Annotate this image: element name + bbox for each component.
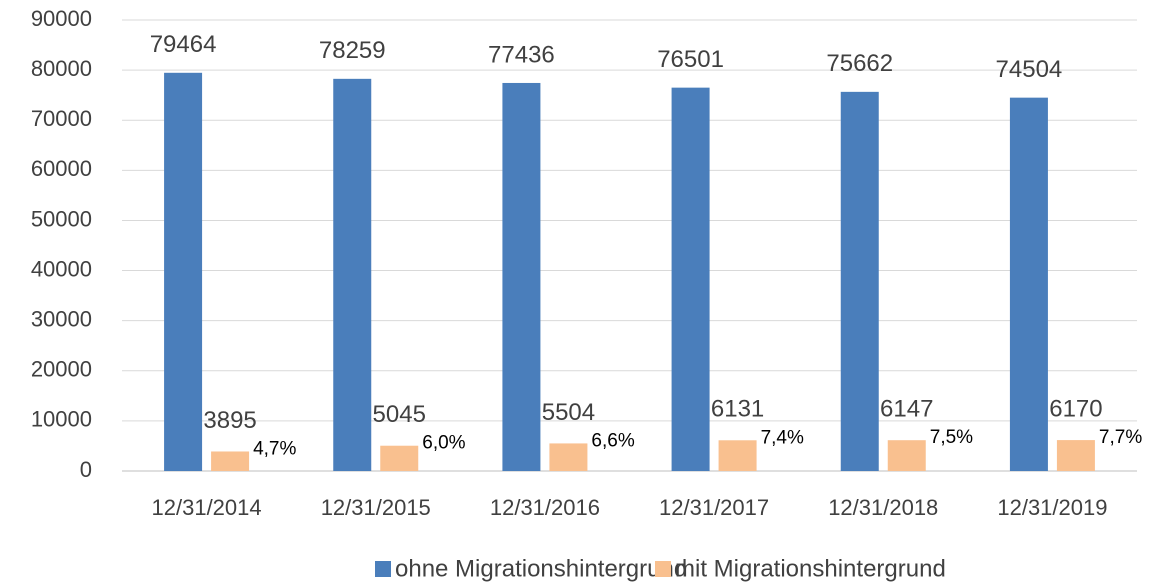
value-label: 77436 [488, 41, 555, 68]
bar [1009, 97, 1048, 472]
value-label: 6170 [1049, 395, 1102, 422]
bar [502, 82, 541, 472]
y-tick-label: 80000 [31, 56, 92, 81]
value-label: 6147 [880, 396, 933, 423]
y-tick-label: 0 [80, 457, 92, 482]
value-label: 76501 [657, 46, 724, 73]
bar [380, 445, 419, 471]
bar [164, 72, 203, 472]
value-label: 5504 [542, 399, 595, 426]
bar [333, 78, 372, 472]
share-label: 6,6% [591, 430, 634, 451]
legend-label: ohne Migrationshintergrund [395, 555, 687, 582]
share-label: 7,4% [761, 427, 804, 448]
value-label: 5045 [373, 401, 426, 428]
value-label: 78259 [319, 37, 386, 64]
legend-label: mit Migrationshintergrund [675, 555, 946, 582]
y-tick-label: 90000 [31, 6, 92, 31]
y-tick-label: 10000 [31, 407, 92, 432]
bar [840, 91, 879, 472]
bar [887, 440, 926, 471]
share-label: 7,7% [1099, 427, 1142, 448]
y-tick-label: 20000 [31, 357, 92, 382]
share-label: 4,7% [253, 438, 296, 459]
bar [718, 440, 757, 471]
x-tick-label: 12/31/2018 [828, 495, 938, 520]
y-tick-label: 70000 [31, 106, 92, 131]
legend-swatch [375, 561, 391, 577]
value-label: 75662 [826, 50, 893, 77]
share-label: 7,5% [930, 427, 973, 448]
bar [211, 451, 250, 471]
value-label: 6131 [711, 396, 764, 423]
value-label: 3895 [203, 407, 256, 434]
share-label: 6,0% [422, 433, 465, 454]
legend-swatch [655, 561, 671, 577]
y-tick-label: 30000 [31, 306, 92, 331]
y-tick-label: 50000 [31, 206, 92, 231]
y-tick-label: 60000 [31, 156, 92, 181]
bar [549, 443, 588, 471]
bar [671, 87, 710, 471]
x-tick-label: 12/31/2014 [152, 495, 262, 520]
x-tick-label: 12/31/2015 [321, 495, 431, 520]
x-tick-label: 12/31/2017 [659, 495, 769, 520]
y-tick-label: 40000 [31, 256, 92, 281]
bar [1056, 440, 1095, 471]
value-label: 79464 [150, 31, 217, 58]
value-label: 74504 [996, 56, 1063, 83]
x-tick-label: 12/31/2016 [490, 495, 600, 520]
x-tick-label: 12/31/2019 [997, 495, 1107, 520]
